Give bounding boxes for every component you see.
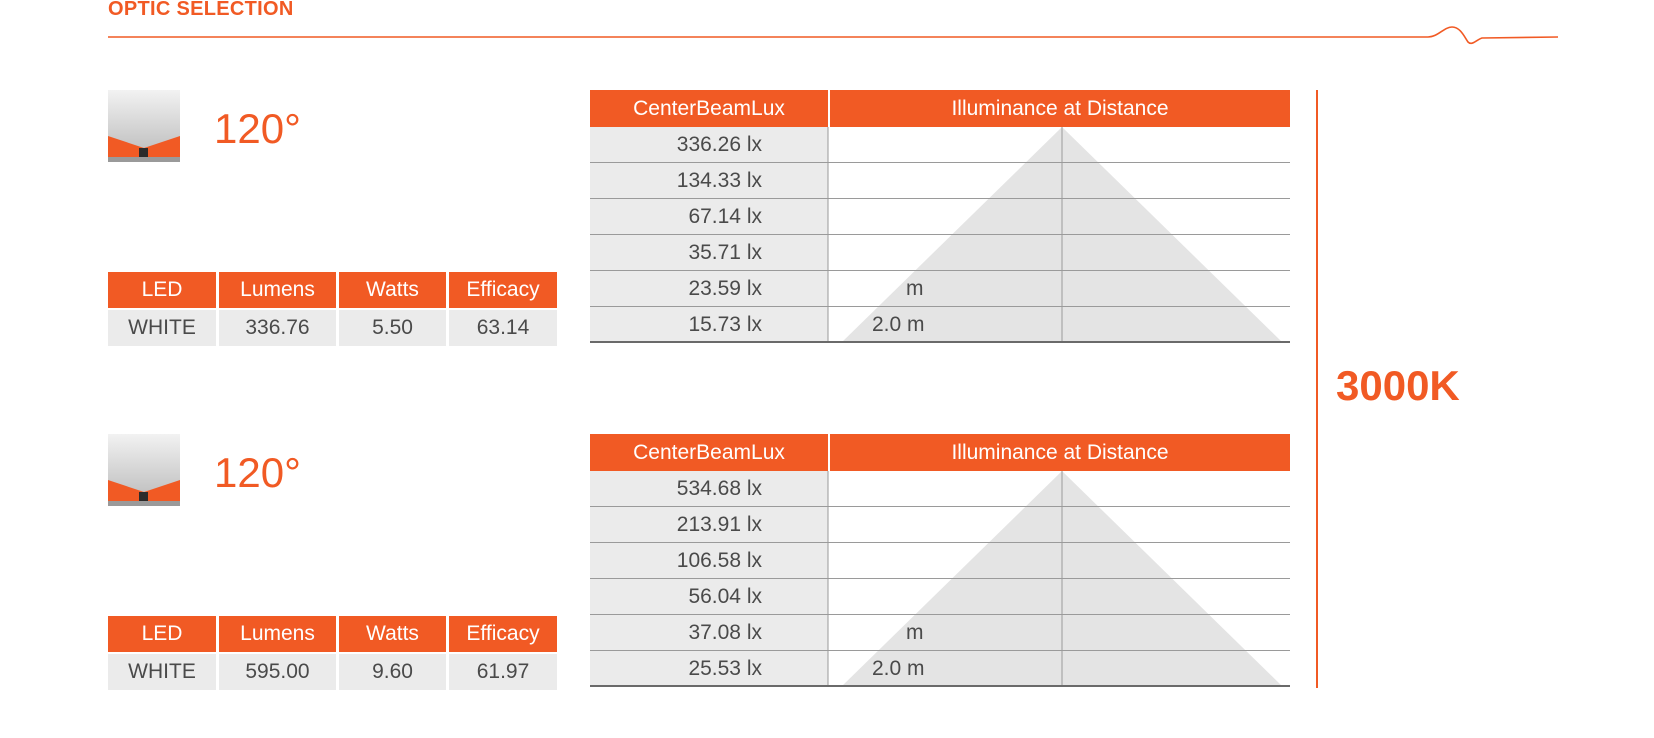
illuminance-table: CenterBeamLux Illuminance at Distance 33… (590, 90, 1290, 345)
lux-row: 534.68 lx (590, 471, 1290, 507)
spec-header-cell: LED (108, 616, 219, 654)
distance-label: m (906, 277, 924, 300)
spec-header-cell: Efficacy (447, 616, 557, 654)
lux-value: 56.04 lx (688, 585, 762, 608)
illuminance-body: 534.68 lx 213.91 lx 106.58 lx 56.04 lx 3… (590, 471, 1290, 689)
lux-value: 106.58 lx (676, 549, 762, 572)
spec-value-row: WHITE 336.76 5.50 63.14 (108, 309, 557, 346)
beam-angle-label: 120° (214, 449, 301, 496)
lux-row: 67.14 lx (590, 199, 1290, 235)
spec-table: LED Lumens Watts Efficacy WHITE 336.76 5… (108, 272, 557, 346)
header-divider-line (108, 26, 1558, 45)
distance-label: 2.0 m (872, 657, 925, 680)
spec-value-cell: 336.76 (217, 309, 339, 346)
lux-value: 134.33 lx (676, 169, 762, 192)
spec-header-row: LED Lumens Watts Efficacy (108, 272, 557, 310)
lux-row: 134.33 lx (590, 163, 1290, 199)
lux-value: 67.14 lx (688, 205, 762, 228)
lux-value: 23.59 lx (688, 277, 762, 300)
lux-column-background (590, 471, 828, 687)
spec-header-row: LED Lumens Watts Efficacy (108, 616, 557, 654)
spec-table: LED Lumens Watts Efficacy WHITE 595.00 9… (108, 616, 557, 690)
illuminance-header-row: CenterBeamLux Illuminance at Distance (590, 434, 1290, 471)
spec-value-cell: 595.00 (217, 653, 339, 690)
lux-row: 336.26 lx (590, 127, 1290, 163)
spec-header-cell: Lumens (217, 272, 339, 310)
spec-header-cell: LED (108, 272, 219, 310)
lux-value: 37.08 lx (688, 621, 762, 644)
lux-column-background (590, 127, 828, 343)
illuminance-header-row: CenterBeamLux Illuminance at Distance (590, 90, 1290, 127)
optic-beam-icon (108, 434, 180, 506)
lux-row: 15.73 lx (590, 307, 1290, 343)
center-beam-lux-header: CenterBeamLux (590, 434, 830, 471)
distance-label: 2.0 m (872, 313, 925, 336)
illuminance-body: 336.26 lx 134.33 lx 67.14 lx 35.71 lx 23… (590, 127, 1290, 345)
spec-value-cell: 5.50 (337, 309, 449, 346)
lux-row: 35.71 lx (590, 235, 1290, 271)
spec-value-cell: WHITE (108, 653, 219, 690)
lux-row: 106.58 lx (590, 543, 1290, 579)
optic-beam-icon (108, 90, 180, 162)
lux-row: 56.04 lx (590, 579, 1290, 615)
lux-value: 25.53 lx (688, 657, 762, 680)
lux-row: 213.91 lx (590, 507, 1290, 543)
lux-value: 35.71 lx (688, 241, 762, 264)
lux-value: 336.26 lx (676, 133, 762, 156)
spec-header-cell: Watts (337, 272, 449, 310)
lux-value: 15.73 lx (688, 313, 762, 336)
spec-header-cell: Lumens (217, 616, 339, 654)
lux-value: 213.91 lx (676, 513, 762, 536)
spec-value-cell: 63.14 (447, 309, 557, 346)
lux-row: 23.59 lx (590, 271, 1290, 307)
lux-value: 534.68 lx (676, 477, 762, 500)
center-beam-lux-header: CenterBeamLux (590, 90, 830, 127)
spec-value-row: WHITE 595.00 9.60 61.97 (108, 653, 557, 690)
color-temperature-divider (1316, 90, 1318, 688)
lux-row: 25.53 lx (590, 651, 1290, 687)
illuminance-distance-header: Illuminance at Distance (951, 441, 1169, 464)
spec-value-cell: 61.97 (447, 653, 557, 690)
beam-cone-graphic (827, 471, 1283, 687)
spec-header-cell: Efficacy (447, 272, 557, 310)
spec-header-cell: Watts (337, 616, 449, 654)
distance-label: m (906, 621, 924, 644)
spec-value-cell: 9.60 (337, 653, 449, 690)
beam-cone-graphic (827, 127, 1283, 343)
header-title: OPTIC SELECTION (108, 0, 294, 20)
illuminance-table: CenterBeamLux Illuminance at Distance 53… (590, 434, 1290, 689)
spec-value-cell: WHITE (108, 309, 219, 346)
illuminance-distance-header: Illuminance at Distance (951, 97, 1169, 120)
color-temperature-label: 3000K (1336, 362, 1460, 409)
beam-angle-label: 120° (214, 105, 301, 152)
lux-row: 37.08 lx (590, 615, 1290, 651)
